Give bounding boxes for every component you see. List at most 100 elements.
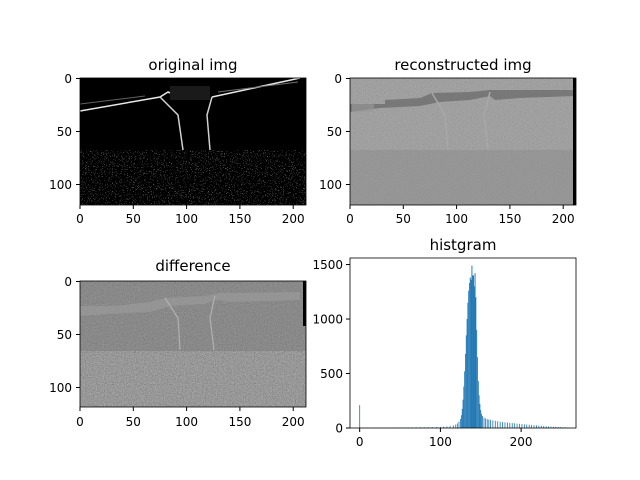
panel-difference: difference 0 50 100 150 200 0 50 100	[49, 257, 307, 429]
histgram-bar	[462, 399, 464, 428]
original-x-tick-0: 0	[76, 205, 84, 226]
histgram-bar	[516, 423, 518, 428]
difference-y-tick-50: 50	[57, 328, 80, 342]
panel-histgram: histgram 0 100 200 0 500 1000 1500	[312, 236, 577, 449]
histgram-bar	[431, 427, 433, 428]
histgram-bar	[486, 419, 488, 428]
svg-text:0: 0	[76, 415, 84, 429]
histgram-bar	[477, 357, 478, 428]
histgram-bar	[540, 425, 542, 428]
histgram-bar	[463, 386, 465, 428]
histgram-bar	[494, 420, 496, 428]
svg-text:0: 0	[334, 72, 342, 86]
svg-text:0: 0	[346, 212, 354, 226]
reconstructed-x-tick-200: 200	[552, 205, 575, 226]
svg-text:200: 200	[282, 212, 305, 226]
original-y-tick-0: 0	[64, 72, 80, 86]
histgram-bar	[550, 426, 552, 428]
histgram-bar	[506, 422, 508, 428]
histgram-bar	[467, 302, 469, 428]
histgram-bar	[481, 416, 483, 428]
svg-text:0: 0	[64, 275, 72, 289]
svg-text:50: 50	[126, 415, 141, 429]
histgram-x-tick: 100	[429, 428, 452, 449]
histgram-bar	[452, 425, 454, 428]
original-x-tick-200: 200	[282, 205, 305, 226]
histgram-bar	[560, 427, 562, 428]
histgram-y-tick: 0	[335, 422, 350, 436]
svg-text:100: 100	[175, 415, 198, 429]
difference-x-tick-100: 100	[175, 407, 198, 429]
histgram-bar	[504, 422, 506, 428]
histgram-bar	[528, 424, 530, 428]
histgram-bar	[461, 408, 463, 428]
histgram-bar	[476, 329, 478, 428]
histgram-y-tick-label: 500	[320, 367, 343, 381]
svg-text:50: 50	[327, 125, 342, 139]
histgram-bar	[456, 423, 458, 428]
histgram-bar	[475, 297, 477, 428]
reconstructed-x-tick-150: 150	[498, 205, 521, 226]
histgram-bar	[359, 405, 361, 428]
histgram-bar	[469, 277, 471, 428]
histgram-bar	[511, 423, 513, 428]
difference-x-tick-0: 0	[76, 407, 84, 429]
histgram-bar	[497, 421, 499, 428]
reconstructed-y-tick-0: 0	[334, 72, 350, 86]
histgram-bar	[543, 426, 545, 428]
histgram-x-tick-label: 0	[356, 435, 364, 449]
histgram-bar	[435, 427, 437, 428]
histgram-bar	[531, 424, 533, 428]
reconstructed-image	[350, 78, 576, 205]
histgram-bar	[471, 265, 473, 428]
reconstructed-x-tick-0: 0	[346, 205, 354, 226]
histgram-bar	[468, 290, 470, 428]
original-x-axis: 0 50 100 150 200	[76, 205, 305, 226]
histgram-bar	[443, 426, 445, 428]
panel-title-original: original img	[148, 56, 237, 74]
reconstructed-x-axis: 0 50 100 150 200	[346, 205, 575, 226]
histgram-bar	[473, 275, 474, 428]
svg-text:50: 50	[396, 212, 411, 226]
histgram-bars	[359, 265, 569, 428]
panel-title-histgram: histgram	[430, 236, 497, 254]
original-texture-band	[80, 150, 306, 205]
svg-text:0: 0	[64, 72, 72, 86]
histgram-bar	[499, 421, 501, 428]
histgram-bar	[479, 404, 481, 428]
svg-text:100: 100	[175, 212, 198, 226]
difference-x-axis: 0 50 100 150 200	[76, 407, 305, 429]
reconstructed-y-axis: 0 50 100	[319, 72, 350, 192]
histgram-bar	[545, 426, 547, 428]
svg-text:100: 100	[319, 178, 342, 192]
histgram-y-tick-label: 0	[335, 422, 343, 436]
histgram-bar	[488, 419, 490, 428]
histgram-bar	[480, 410, 482, 428]
histgram-bar	[458, 421, 460, 428]
histgram-bar	[553, 426, 554, 428]
histgram-x-tick-label: 100	[429, 435, 452, 449]
reconstructed-x-tick-100: 100	[445, 205, 468, 226]
histgram-bar	[460, 419, 461, 428]
reconstructed-y-tick-50: 50	[327, 125, 350, 139]
difference-x-tick-50: 50	[126, 407, 141, 429]
panel-title-reconstructed: reconstructed img	[394, 56, 531, 74]
histgram-bar	[478, 395, 480, 428]
histgram-bar	[460, 415, 462, 428]
histgram-bar	[440, 426, 441, 428]
original-y-tick-100: 100	[49, 178, 80, 192]
difference-y-tick-0: 0	[64, 275, 80, 289]
histgram-bar	[464, 371, 466, 428]
original-y-tick-50: 50	[57, 125, 80, 139]
histgram-bar	[470, 279, 472, 428]
histgram-x-axis: 0 100 200	[356, 428, 533, 449]
histgram-bar	[474, 273, 476, 428]
svg-text:200: 200	[282, 415, 305, 429]
panel-title-difference: difference	[155, 257, 230, 275]
svg-text:100: 100	[49, 381, 72, 395]
svg-text:150: 150	[228, 415, 251, 429]
reconstructed-y-tick-100: 100	[319, 178, 350, 192]
histgram-x-tick: 0	[356, 428, 364, 449]
histgram-bar	[538, 425, 540, 428]
histgram-x-tick: 200	[510, 428, 533, 449]
